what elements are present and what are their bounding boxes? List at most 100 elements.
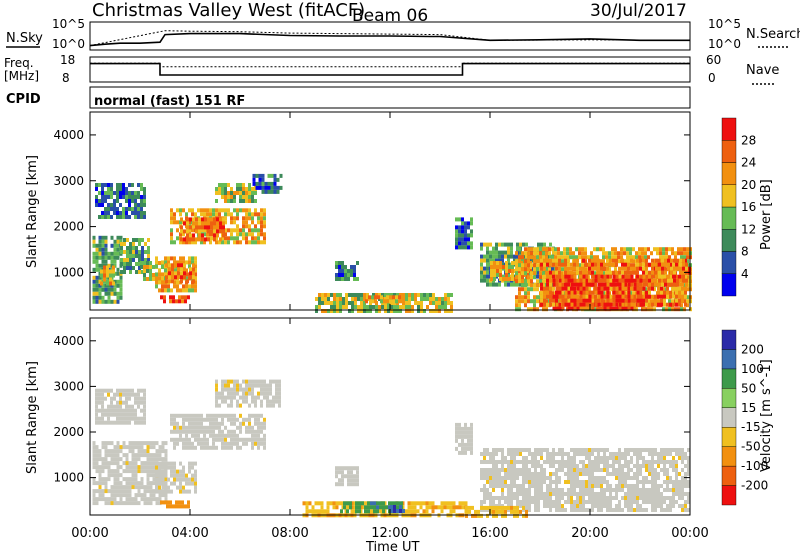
velocity-cell	[455, 505, 459, 510]
velocity-cell	[173, 413, 176, 418]
velocity-cell	[215, 395, 218, 400]
velocity-cell	[173, 445, 176, 450]
power-cell	[533, 259, 536, 264]
velocity-cell	[125, 457, 129, 462]
power-cell	[95, 255, 99, 260]
velocity-cell	[104, 396, 107, 401]
power-cell	[585, 278, 588, 283]
velocity-cell	[257, 445, 260, 450]
power-cell	[588, 266, 591, 271]
velocity-cell	[188, 417, 191, 422]
velocity-cell	[98, 485, 102, 490]
power-cell	[180, 229, 183, 234]
velocity-cell	[660, 504, 663, 508]
velocity-cell	[128, 465, 132, 470]
velocity-cell	[236, 403, 239, 408]
power-cell	[654, 270, 657, 275]
velocity-cell	[245, 425, 248, 430]
power-cell	[658, 270, 661, 275]
power-cell	[597, 286, 601, 291]
power-cell	[119, 295, 123, 300]
power-cell	[106, 281, 109, 286]
power-cell	[336, 309, 339, 313]
power-cell	[461, 233, 464, 238]
velocity-cell	[492, 484, 495, 488]
velocity-cell	[645, 480, 648, 484]
power-cell	[183, 267, 186, 272]
power-cell	[521, 279, 524, 284]
power-cell	[372, 293, 375, 297]
power-cell	[520, 261, 523, 265]
power-cell	[673, 278, 676, 283]
velocity-cell	[104, 449, 108, 454]
power-cell	[182, 208, 185, 213]
power-cell	[168, 275, 171, 280]
velocity-cell	[413, 509, 417, 514]
velocity-cell	[239, 421, 242, 426]
power-cell	[526, 273, 529, 277]
power-cell	[195, 225, 198, 230]
power-cell	[261, 173, 265, 178]
power-cell	[341, 261, 344, 265]
power-cell	[203, 228, 206, 233]
power-cell	[582, 266, 585, 271]
power-cell	[673, 282, 676, 287]
velocity-cell	[519, 504, 522, 508]
power-cell	[537, 274, 540, 279]
power-cell	[596, 255, 599, 260]
velocity-cell	[564, 508, 567, 512]
velocity-cell	[119, 485, 123, 490]
velocity-cell	[663, 472, 666, 476]
velocity-cell	[353, 478, 356, 483]
velocity-cell	[486, 480, 489, 484]
velocity-cell	[582, 504, 585, 508]
velocity-cell	[170, 481, 173, 486]
power-cell	[98, 215, 101, 219]
power-cell	[504, 254, 507, 259]
power-cell	[236, 183, 239, 187]
velocity-cell	[176, 413, 179, 418]
power-cell	[527, 251, 530, 256]
power-cell	[116, 279, 120, 284]
power-cell	[461, 245, 464, 250]
velocity-cell	[636, 500, 639, 504]
velocity-cell	[489, 480, 492, 484]
velocity-cell	[591, 504, 594, 508]
power-cell	[233, 236, 236, 241]
velocity-cell	[528, 488, 531, 492]
velocity-cell	[630, 456, 633, 460]
velocity-cell	[489, 500, 492, 504]
power-cell	[570, 286, 574, 291]
power-cell	[181, 295, 184, 300]
power-cell	[686, 303, 689, 308]
velocity-cell	[239, 403, 242, 408]
velocity-cell	[95, 412, 98, 417]
power-cell	[444, 293, 447, 297]
power-cell	[101, 199, 104, 203]
velocity-cell	[549, 452, 552, 456]
power-cell	[515, 299, 518, 304]
power-cell	[245, 224, 248, 229]
power-cell	[668, 307, 671, 312]
velocity-cell	[603, 480, 606, 484]
velocity-cell	[263, 383, 266, 388]
power-cell	[670, 266, 673, 271]
power-cell	[578, 247, 581, 252]
velocity-cell	[167, 485, 170, 490]
power-cell	[248, 240, 251, 245]
power-cell	[411, 293, 414, 297]
power-cell	[384, 293, 387, 297]
velocity-cell	[534, 480, 537, 484]
velocity-cell	[92, 441, 96, 446]
velocity-cell	[152, 441, 156, 446]
power-cell	[98, 287, 102, 292]
power-cell	[198, 233, 201, 238]
velocity-cell	[119, 388, 122, 393]
velocity-cell	[152, 465, 156, 470]
power-cell	[335, 265, 338, 269]
velocity-cell	[143, 400, 146, 405]
power-cell	[344, 269, 347, 273]
velocity-cell	[606, 484, 609, 488]
power-cell	[681, 298, 684, 303]
velocity-cell	[188, 477, 191, 482]
